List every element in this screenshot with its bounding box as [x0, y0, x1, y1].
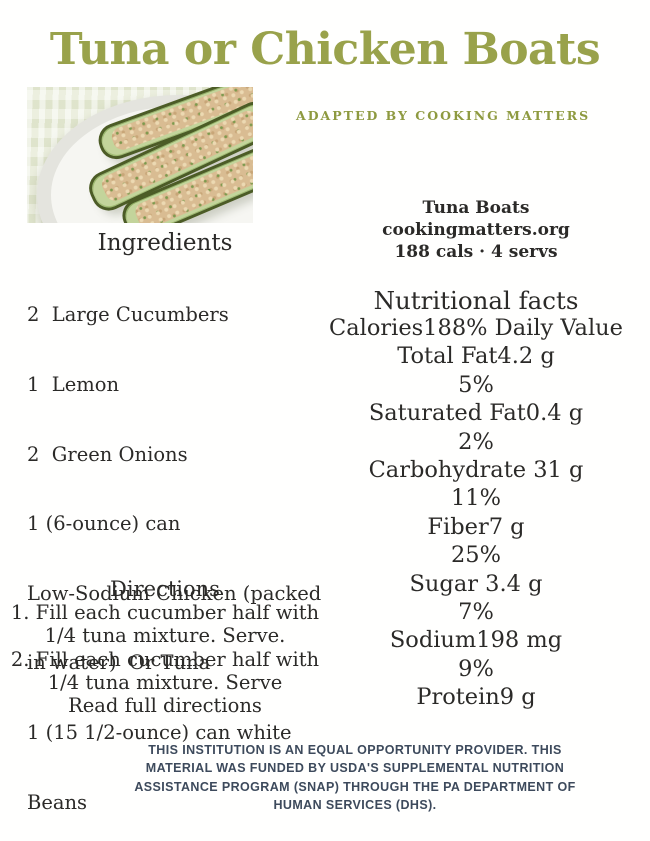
direction-line: 1/4 tuna mixture. Serve.: [44, 624, 286, 648]
recipe-info-block: Tuna Boats cookingmatters.org 188 cals ·…: [330, 197, 622, 263]
recipe-meta: 188 cals · 4 servs: [394, 242, 558, 262]
direction-line: Read full directions: [68, 694, 262, 718]
ingredient-line: in water) Or Tuna: [27, 651, 211, 675]
directions-heading: Directions: [110, 577, 220, 601]
disclaimer-line: MATERIAL WAS FUNDED BY USDA'S SUPPLEMENT…: [145, 761, 565, 776]
nutrition-line: Fiber7 g: [427, 513, 525, 540]
nutrition-heading: Nutritional facts: [373, 286, 579, 315]
nutrition-line: Sodium198 mg: [389, 627, 563, 654]
nutrition-line: Saturated Fat0.4 g: [368, 400, 584, 427]
disclaimer-line: ASSISTANCE PROGRAM (SNAP) THROUGH THE PA…: [134, 779, 576, 794]
ingredient-line: 2 Large Cucumbers: [27, 303, 229, 327]
direction-line: 2. Fill each cucumber half with: [10, 647, 320, 671]
nutrition-line: Protein9 g: [416, 684, 536, 711]
nutrition-line: Calories188% Daily Value: [329, 315, 623, 341]
nutrition-line: 25%: [450, 542, 501, 569]
adapted-by-credit: ADAPTED BY COOKING MATTERS: [296, 108, 591, 123]
recipe-source: cookingmatters.org: [382, 220, 570, 240]
direction-line: 1/4 tuna mixture. Serve: [47, 670, 283, 694]
ingredient-line: 1 (15 1/2-ounce) can white: [27, 721, 292, 745]
recipe-name: Tuna Boats: [422, 198, 530, 218]
nutrition-line: 2%: [458, 428, 494, 455]
funding-disclaimer: THIS INSTITUTION IS AN EQUAL OPPORTUNITY…: [115, 741, 595, 815]
page-title: Tuna or Chicken Boats: [49, 24, 601, 75]
nutrition-line: Total Fat4.2 g: [397, 343, 555, 370]
recipe-photo: [27, 87, 253, 223]
nutrition-line: Carbohydrate 31 g: [368, 457, 584, 484]
ingredient-line: 2 Green Onions: [27, 442, 188, 466]
nutrition-line: 5%: [458, 371, 494, 398]
nutrition-line: 11%: [450, 485, 501, 512]
disclaimer-line: HUMAN SERVICES (DHS).: [273, 798, 437, 813]
ingredient-line: Low-Sodium Chicken (packed: [27, 581, 322, 605]
ingredient-line: 1 Lemon: [27, 373, 120, 397]
nutrition-line: Sugar 3.4 g: [409, 570, 543, 597]
disclaimer-line: THIS INSTITUTION IS AN EQUAL OPPORTUNITY…: [148, 743, 562, 757]
directions-list: 1. Fill each cucumber half with 1/4 tuna…: [10, 601, 320, 717]
nutrition-list: Calories188% Daily Value Total Fat4.2 g …: [322, 314, 630, 712]
ingredient-line: Beans: [27, 790, 88, 814]
ingredients-heading: Ingredients: [97, 230, 233, 256]
direction-line: 1. Fill each cucumber half with: [10, 601, 320, 624]
ingredient-line: 1 (6-ounce) can: [27, 512, 181, 536]
ingredients-list: 2 Large Cucumbers 1 Lemon 2 Green Onions…: [27, 257, 322, 841]
nutrition-line: 9%: [458, 655, 494, 682]
nutrition-line: 7%: [458, 599, 494, 626]
